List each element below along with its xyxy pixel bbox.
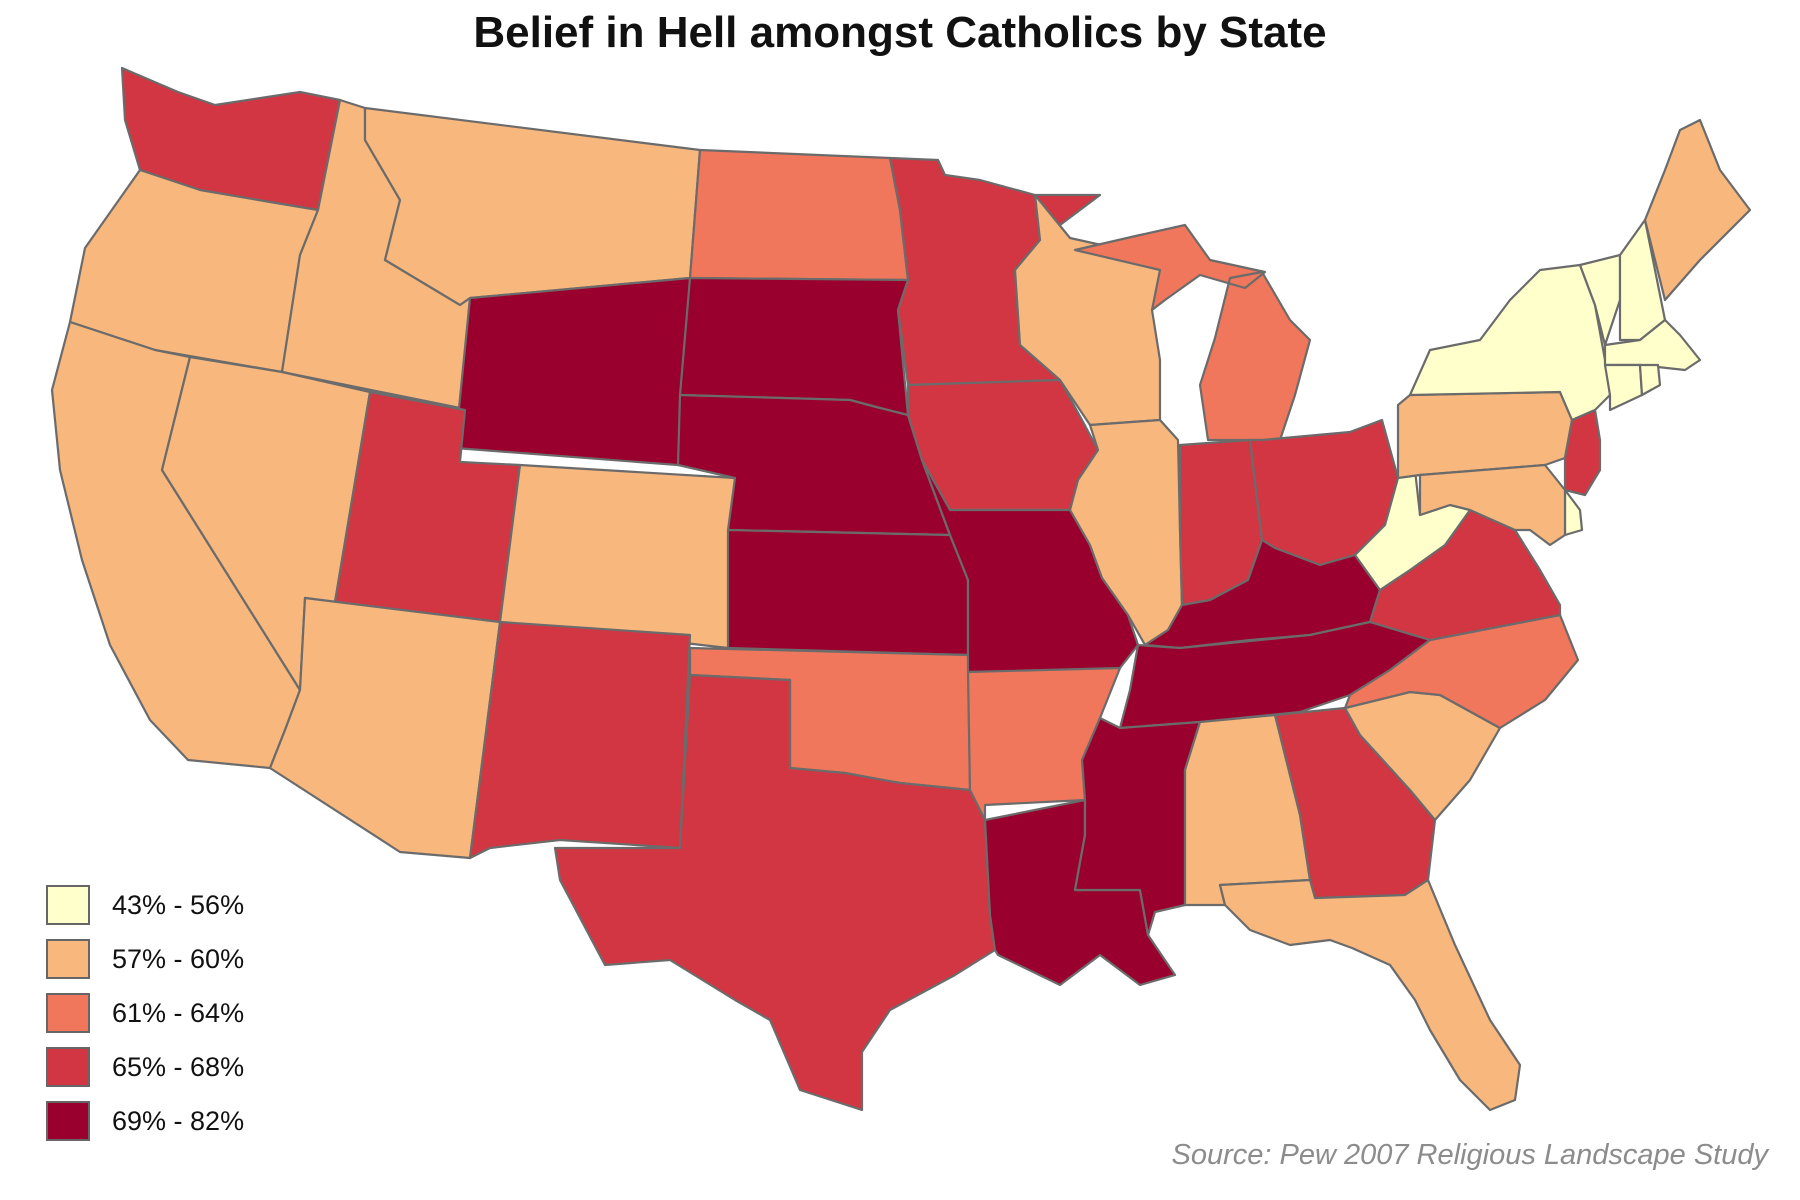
state-NM (468, 620, 692, 860)
state-MT (363, 106, 702, 307)
legend-label: 57% - 60% (112, 943, 245, 974)
state-AZ (268, 596, 502, 860)
state-ME (1643, 118, 1752, 302)
legend-label: 61% - 64% (112, 997, 245, 1028)
state-DE (1563, 488, 1584, 537)
state-ND (688, 148, 910, 282)
state-SD (678, 276, 910, 417)
legend-item: 57% - 60% (46, 932, 244, 986)
state-TX (553, 673, 997, 1112)
state-KS (726, 528, 970, 657)
legend-item: 61% - 64% (46, 986, 244, 1040)
state-WY (453, 276, 692, 467)
legend: 43% - 56% 57% - 60% 61% - 64% 65% - 68% 69% … (46, 878, 244, 1148)
state-VT (1578, 253, 1622, 347)
legend-swatch (46, 993, 90, 1033)
legend-label: 69% - 82% (112, 1105, 245, 1136)
legend-swatch (46, 939, 90, 979)
state-CT (1603, 363, 1644, 412)
legend-item: 65% - 68% (46, 1040, 244, 1094)
legend-item: 43% - 56% (46, 878, 244, 932)
state-RI (1638, 363, 1662, 397)
legend-swatch (46, 1047, 90, 1087)
legend-label: 43% - 56% (112, 889, 245, 920)
legend-item: 69% - 82% (46, 1094, 244, 1148)
state-FL (1218, 878, 1522, 1112)
state-MD (1418, 463, 1567, 547)
legend-swatch (46, 1101, 90, 1141)
state-NJ (1563, 408, 1602, 497)
state-NC (1343, 613, 1580, 730)
source-note: Source: Pew 2007 Religious Landscape Stu… (1171, 1139, 1769, 1171)
state-IL (1068, 418, 1184, 647)
legend-swatch (46, 885, 90, 925)
legend-label: 65% - 68% (112, 1051, 245, 1082)
state-CO (498, 463, 737, 650)
map-title: Belief in Hell amongst Catholics by Stat… (473, 8, 1327, 57)
